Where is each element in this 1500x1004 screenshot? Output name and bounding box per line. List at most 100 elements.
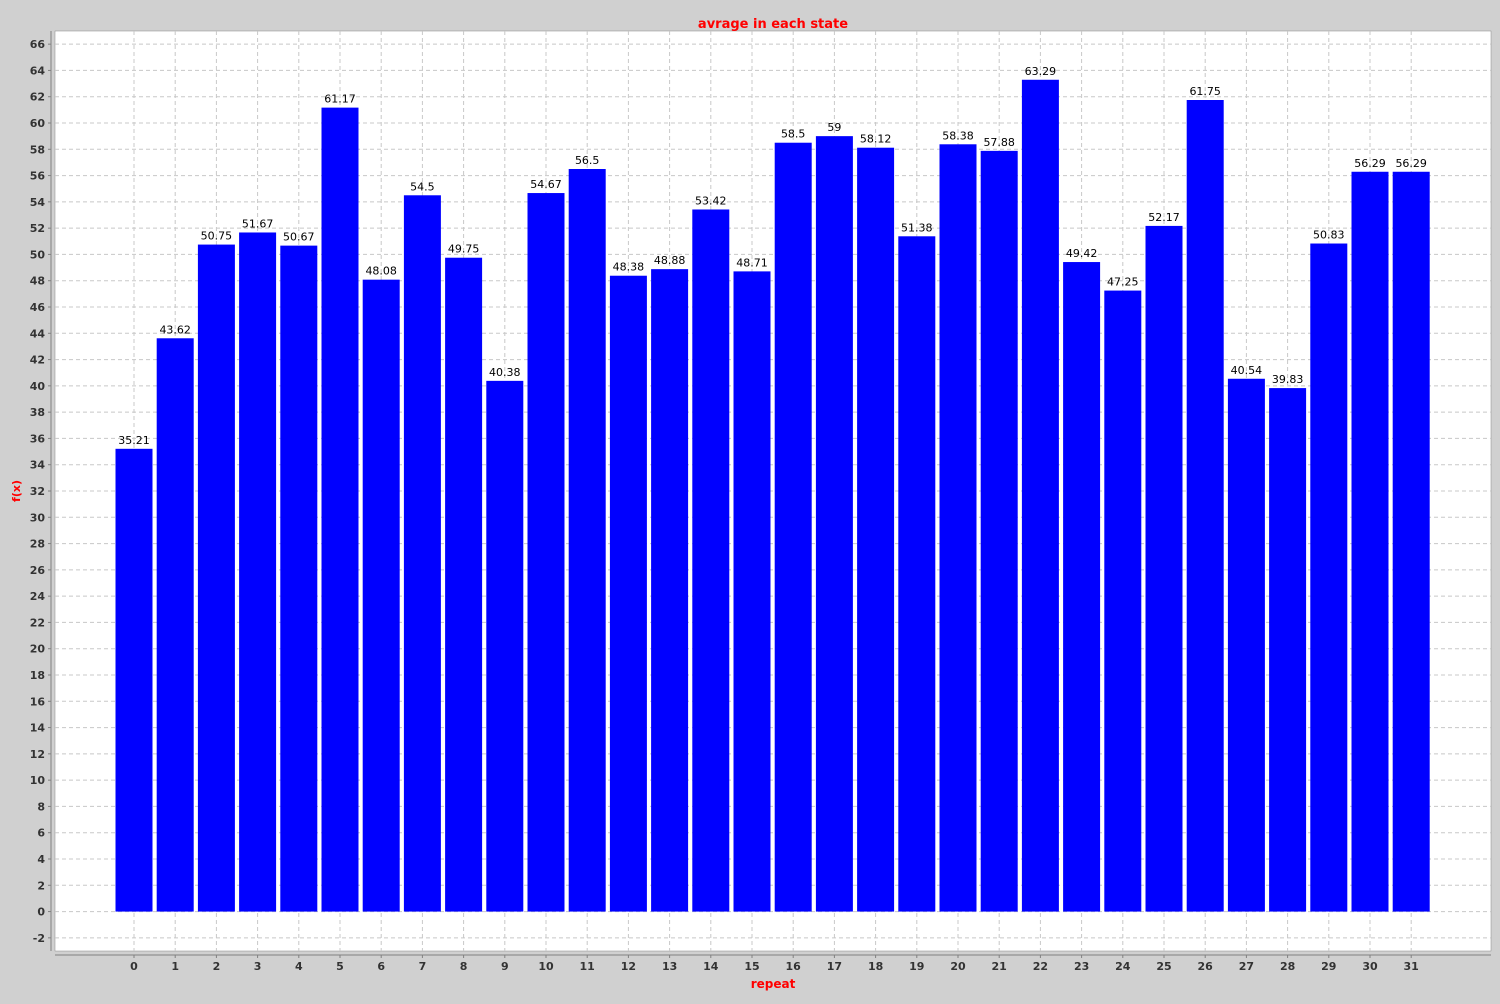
- y-tick-label: 8: [37, 800, 45, 813]
- x-tick-label: 25: [1156, 960, 1171, 973]
- bar: [1392, 171, 1430, 912]
- x-tick-label: 6: [377, 960, 385, 973]
- x-tick-label: 21: [992, 960, 1007, 973]
- y-tick-label: 20: [30, 643, 46, 656]
- y-tick-label: 52: [30, 222, 45, 235]
- x-tick-label: 13: [662, 960, 677, 973]
- y-tick-label: 24: [30, 590, 46, 603]
- x-tick-label: 5: [336, 960, 344, 973]
- y-tick-label: 58: [30, 143, 45, 156]
- x-tick-label: 14: [703, 960, 719, 973]
- bar: [239, 232, 277, 912]
- bar-value-label: 48.38: [613, 261, 645, 274]
- y-tick-label: 10: [30, 774, 46, 787]
- bar: [1021, 79, 1059, 912]
- bar: [774, 142, 812, 912]
- bar-value-label: 58.38: [942, 129, 974, 142]
- bar-value-label: 58.12: [860, 133, 892, 146]
- bar-value-label: 50.67: [283, 231, 315, 244]
- y-tick-label: 18: [30, 669, 45, 682]
- bar-value-label: 56.5: [575, 154, 600, 167]
- bar: [445, 257, 483, 912]
- y-tick-label: 50: [30, 248, 46, 261]
- x-tick-label: 31: [1404, 960, 1419, 973]
- y-tick-label: 34: [30, 459, 46, 472]
- bar: [733, 271, 771, 912]
- y-tick-label: 40: [30, 380, 46, 393]
- bar: [857, 147, 895, 912]
- bar-value-label: 35.21: [118, 434, 150, 447]
- chart-title: avrage in each state: [698, 17, 848, 32]
- y-tick-label: 4: [37, 853, 45, 866]
- bar: [692, 209, 730, 912]
- x-tick-label: 9: [501, 960, 509, 973]
- bar-value-label: 51.67: [242, 217, 274, 230]
- x-tick-label: 20: [950, 960, 966, 973]
- bar: [1104, 290, 1142, 912]
- bar: [568, 169, 606, 912]
- bar-value-label: 51.38: [901, 221, 933, 234]
- y-tick-label: 38: [30, 406, 45, 419]
- bar: [156, 338, 194, 912]
- bar-value-label: 54.67: [530, 178, 562, 191]
- bar-value-label: 49.42: [1066, 247, 1098, 260]
- bar-value-label: 50.75: [201, 230, 233, 243]
- bar-value-label: 58.5: [781, 128, 806, 141]
- y-tick-label: 2: [37, 879, 45, 892]
- bar-value-label: 48.88: [654, 254, 686, 267]
- y-tick-label: 22: [30, 616, 45, 629]
- bar-value-label: 43.62: [159, 323, 191, 336]
- x-tick-label: 15: [744, 960, 759, 973]
- x-tick-label: 7: [419, 960, 427, 973]
- bar-value-label: 52.17: [1148, 211, 1180, 224]
- x-axis-label: repeat: [751, 977, 796, 991]
- bar-value-label: 56.29: [1354, 157, 1386, 170]
- bar: [280, 245, 318, 912]
- x-tick-label: 22: [1033, 960, 1048, 973]
- x-tick-label: 19: [909, 960, 924, 973]
- bar-value-label: 56.29: [1395, 157, 1427, 170]
- y-tick-label: 0: [37, 906, 45, 919]
- y-tick-label: 30: [30, 511, 46, 524]
- bar: [1063, 262, 1101, 912]
- bar: [939, 144, 977, 912]
- y-tick-label: 28: [30, 538, 45, 551]
- x-tick-label: 23: [1074, 960, 1089, 973]
- bar-value-label: 54.5: [410, 180, 435, 193]
- bar: [197, 244, 235, 912]
- y-tick-label: 66: [30, 38, 46, 51]
- y-tick-label: 64: [30, 64, 46, 77]
- y-tick-label: 26: [30, 564, 46, 577]
- x-tick-label: 30: [1362, 960, 1378, 973]
- bar: [1351, 171, 1389, 912]
- x-tick-label: 12: [621, 960, 636, 973]
- y-tick-label: 46: [30, 301, 46, 314]
- y-axis-label: f(x): [10, 480, 23, 502]
- bar: [486, 380, 524, 912]
- x-tick-label: 26: [1198, 960, 1214, 973]
- bar-value-label: 53.42: [695, 194, 727, 207]
- data-labels: 35.21 43.62 50.75 51.67 50.67 61.17 48.08 54.5 4…: [118, 65, 1427, 447]
- axes: -202468101214161820222426283032343638404…: [30, 31, 1491, 973]
- bar: [1269, 388, 1307, 912]
- bar: [115, 448, 153, 912]
- bar: [321, 107, 359, 912]
- bar: [651, 269, 689, 912]
- y-tick-label: 60: [30, 117, 46, 130]
- x-tick-label: 0: [130, 960, 138, 973]
- bars: [115, 79, 1430, 912]
- bar: [1186, 100, 1224, 912]
- x-tick-label: 29: [1321, 960, 1336, 973]
- bar-value-label: 48.08: [365, 265, 397, 278]
- y-tick-label: 42: [30, 354, 45, 367]
- bar-value-label: 50.83: [1313, 229, 1345, 242]
- y-tick-label: 32: [30, 485, 45, 498]
- bar-value-label: 57.88: [983, 136, 1015, 149]
- bar: [1227, 378, 1265, 912]
- x-tick-label: 3: [254, 960, 262, 973]
- bar: [980, 150, 1018, 912]
- y-tick-label: 56: [30, 170, 46, 183]
- y-tick-label: 14: [30, 722, 46, 735]
- y-tick-label: 12: [30, 748, 45, 761]
